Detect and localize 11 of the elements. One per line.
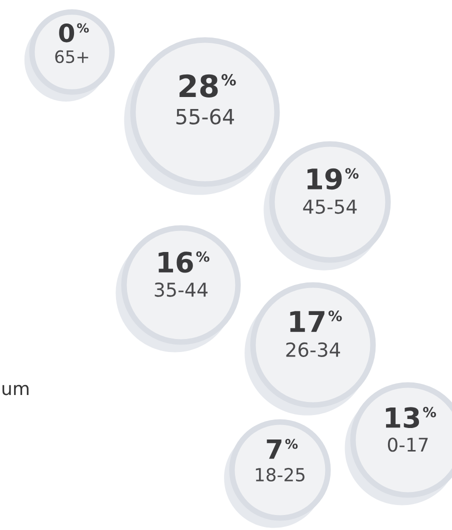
data-label: 17% <box>290 310 342 332</box>
data-label: 19% <box>308 168 359 190</box>
data-label: 28% <box>180 74 236 98</box>
category-label: 0-17 <box>388 438 428 452</box>
text: um <box>2 384 28 396</box>
category-label: 26-34 <box>286 342 340 357</box>
data-label: 16% <box>158 251 210 273</box>
category-label: 35-44 <box>154 282 208 297</box>
data-label: 13% <box>386 406 436 428</box>
category-label: 45-54 <box>303 200 357 214</box>
category-label: 55-64 <box>176 108 234 124</box>
